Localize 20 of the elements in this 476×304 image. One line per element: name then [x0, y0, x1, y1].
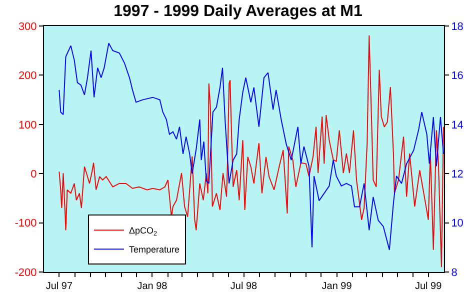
chart-title: 1997 - 1999 Daily Averages at M1 — [114, 2, 362, 20]
y-tick-label: -100 — [14, 218, 37, 230]
x-tick-label: Jan 98 — [137, 281, 168, 292]
y-tick-label: 0 — [30, 168, 37, 180]
legend-label: ΔpCO$_{2}$ — [129, 226, 158, 238]
y2-tick-label: 14 — [451, 119, 464, 132]
y2-tick-label: 16 — [451, 70, 464, 82]
y2-tick-label: 18 — [451, 20, 464, 33]
x-tick-label: Jan 99 — [322, 281, 352, 292]
y-tick-label: 100 — [18, 119, 37, 132]
y-tick-label: -200 — [14, 266, 37, 279]
x-tick-label: Jul 98 — [230, 281, 258, 292]
y2-tick-label: 8 — [451, 266, 458, 279]
legend-label: Temperature — [129, 244, 180, 255]
y-tick-label: 200 — [18, 70, 37, 82]
y2-tick-label: 12 — [451, 168, 464, 180]
x-tick-label: Jul 99 — [414, 281, 442, 292]
y2-tick-label: 10 — [451, 218, 464, 230]
x-tick-label: Jul 97 — [46, 281, 73, 292]
y-tick-label: 300 — [18, 20, 37, 33]
